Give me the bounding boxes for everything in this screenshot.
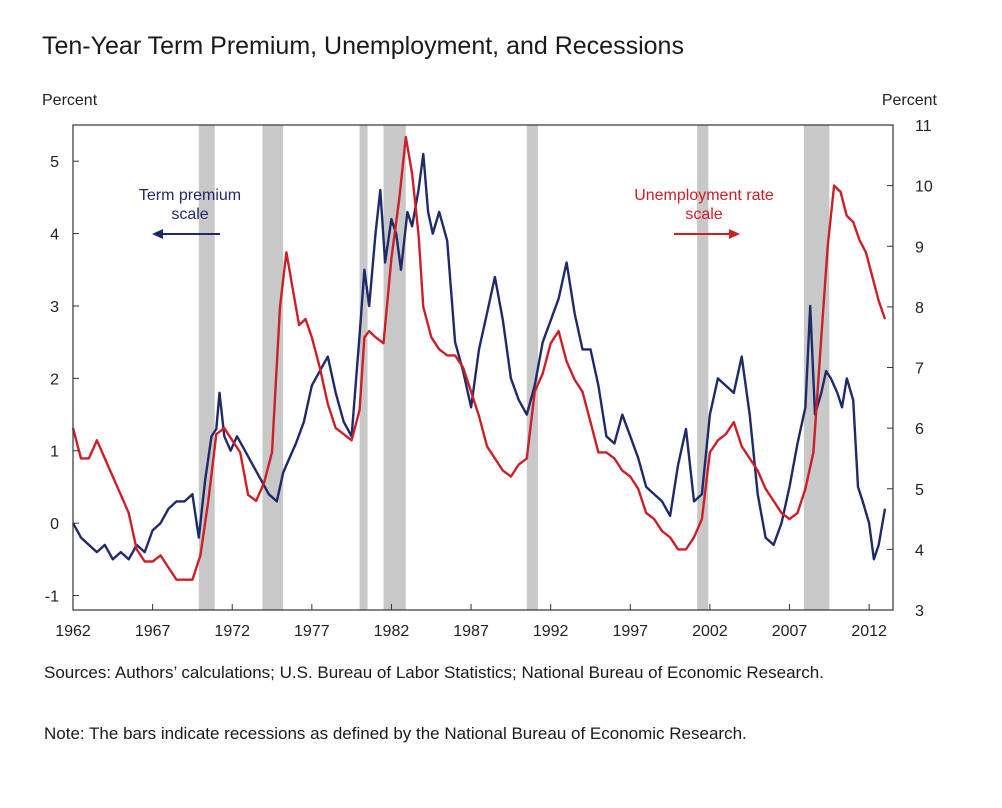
y-left-tick-label: 0 <box>50 516 59 533</box>
y-right-axis-title: Percent <box>882 92 938 109</box>
x-tick-label: 1992 <box>533 623 569 640</box>
series-lines <box>71 135 887 581</box>
x-tick-label: 1967 <box>135 623 171 640</box>
note-text: Note: The bars indicate recessions as de… <box>44 724 747 743</box>
y-right-tick-label: 10 <box>915 179 933 196</box>
y-right-tick-label: 5 <box>915 482 924 499</box>
left-arrow-icon <box>152 229 163 239</box>
annotations: Term premium scale Unemployment rate scale <box>139 187 774 239</box>
y-left-tick-label: 4 <box>50 227 59 244</box>
y-right-tick-label: 6 <box>915 421 924 438</box>
y-left-tick-label: 5 <box>50 154 59 171</box>
x-tick-label: 2007 <box>772 623 808 640</box>
recession-bar-4 <box>526 125 538 610</box>
right-arrow-icon <box>729 229 740 239</box>
x-tick-label: 1987 <box>453 623 489 640</box>
unemployment-annotation-scale: scale <box>685 206 722 223</box>
y-right-tick-label: 11 <box>915 118 932 135</box>
x-tick-label: 1997 <box>612 623 648 640</box>
chart-title: Ten-Year Term Premium, Unemployment, and… <box>42 32 684 60</box>
x-tick-label: 2012 <box>851 623 887 640</box>
term-premium-annotation: Term premium <box>139 187 241 204</box>
x-tick-label: 2002 <box>692 623 728 640</box>
y-right-tick-label: 7 <box>915 361 924 378</box>
y-left-tick-label: -1 <box>45 589 59 606</box>
x-tick-label: 1962 <box>55 623 91 640</box>
term-premium-annotation-scale: scale <box>171 206 208 223</box>
recession-bar-1 <box>262 125 284 610</box>
recession-bar-5 <box>697 125 709 610</box>
y-right-tick-label: 3 <box>915 603 924 620</box>
y-left-tick-label: 3 <box>50 299 59 316</box>
x-tick-label: 1977 <box>294 623 330 640</box>
recession-bar-3 <box>383 125 406 610</box>
chart-svg: 1962 1967 1972 1977 1982 1987 1992 1997 2002 2007… <box>42 92 938 640</box>
y-right-tick-label: 4 <box>915 542 924 559</box>
axes: 1962 1967 1972 1977 1982 1987 1992 1997 2002 2007… <box>42 92 938 640</box>
unemployment-annotation: Unemployment rate <box>634 187 774 204</box>
y-left-tick-label: 1 <box>50 444 59 461</box>
y-right-tick-label: 9 <box>915 239 924 256</box>
unemployment-line <box>71 135 887 581</box>
y-right-tick-label: 8 <box>915 300 924 317</box>
y-left-axis-title: Percent <box>42 92 98 109</box>
x-tick-label: 1982 <box>374 623 410 640</box>
sources-text: Sources: Authors’ calculations; U.S. Bur… <box>44 663 824 682</box>
term-premium-line <box>71 152 887 561</box>
x-tick-label: 1972 <box>214 623 250 640</box>
y-left-tick-label: 2 <box>50 371 59 388</box>
